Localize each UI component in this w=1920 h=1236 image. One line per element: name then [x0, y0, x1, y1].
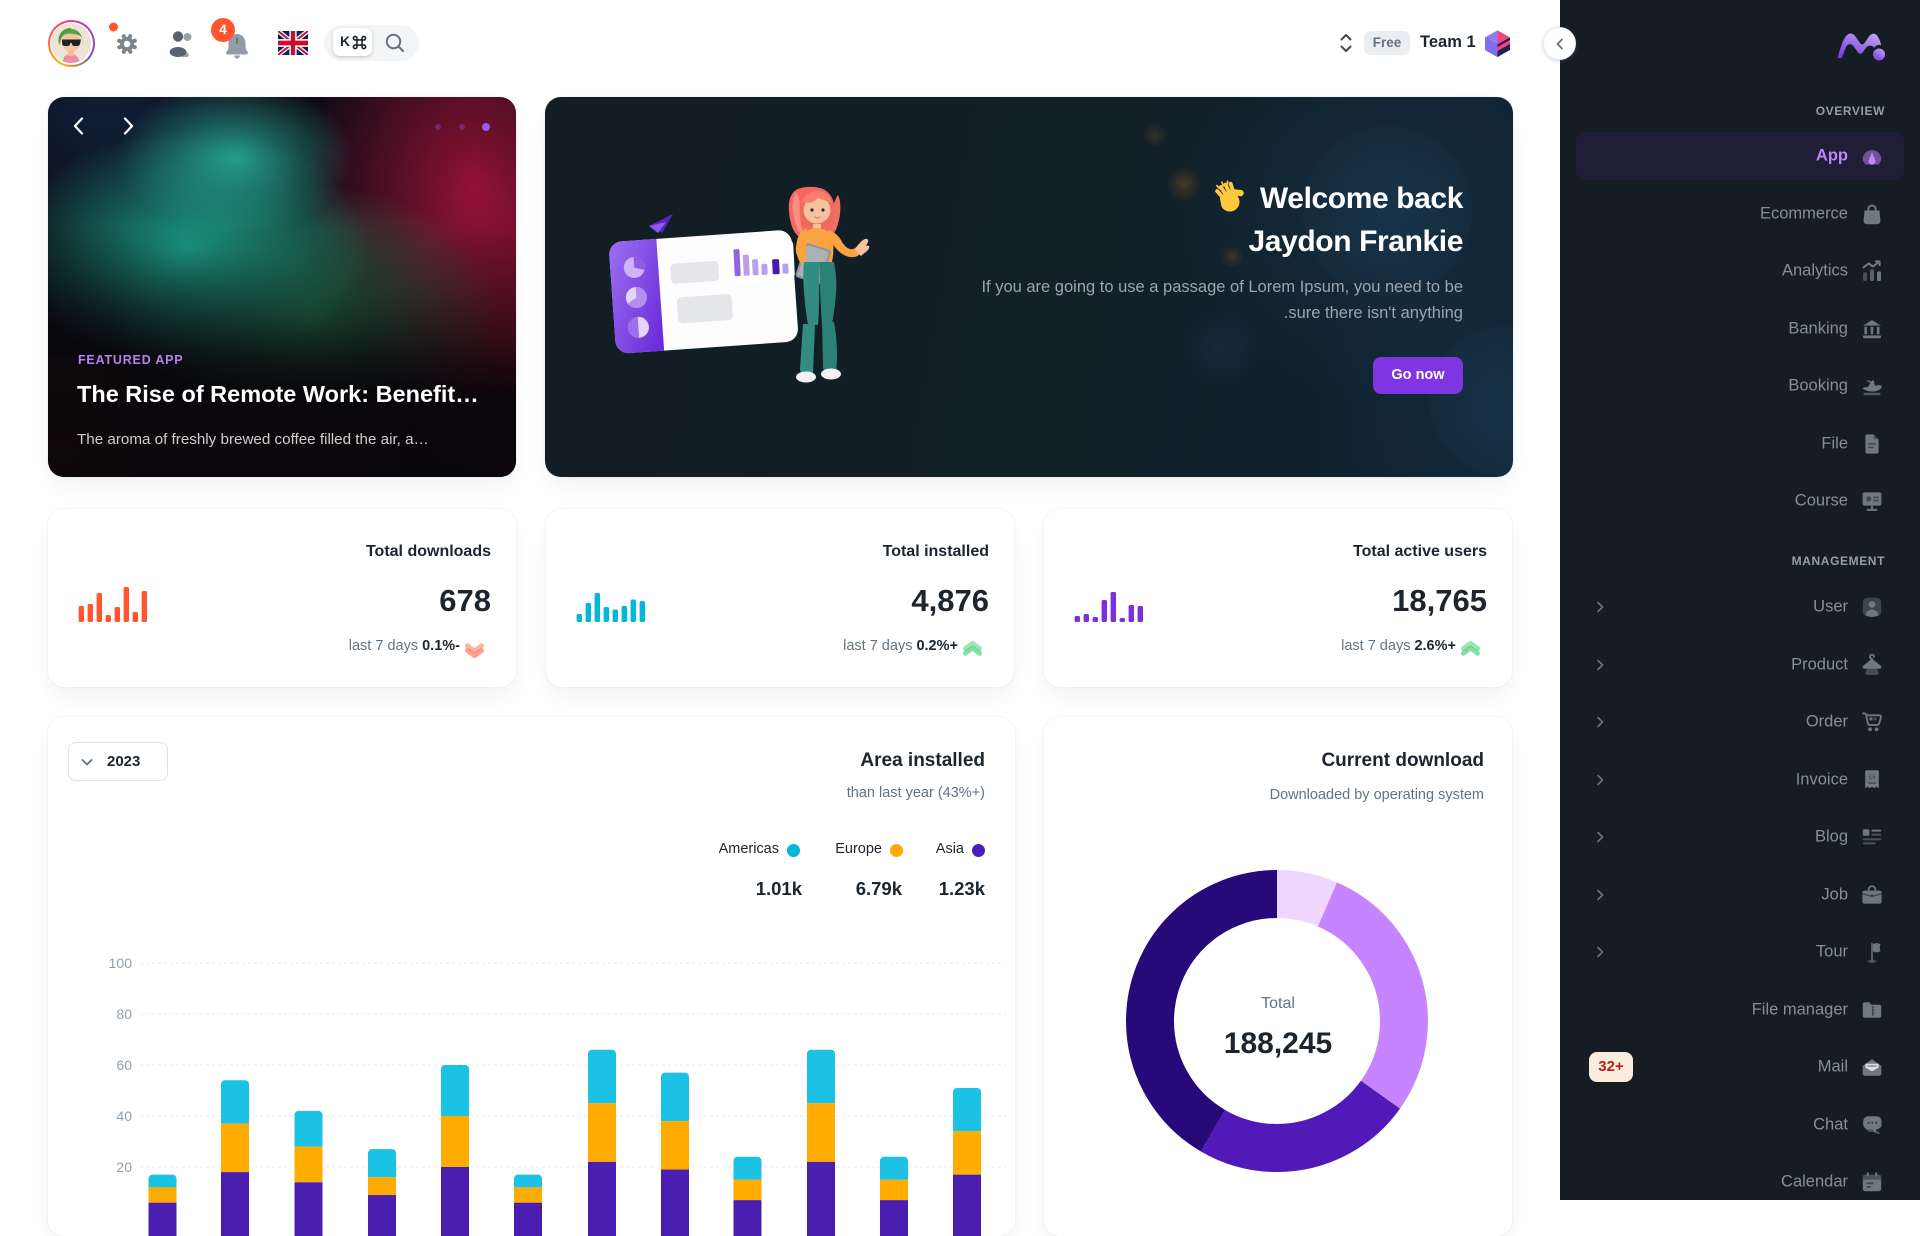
svg-text:20: 20 — [116, 1159, 132, 1175]
svg-text:40: 40 — [116, 1108, 132, 1124]
svg-text:60: 60 — [116, 1057, 132, 1073]
svg-text:80: 80 — [116, 1006, 132, 1022]
svg-text:100: 100 — [109, 955, 133, 971]
